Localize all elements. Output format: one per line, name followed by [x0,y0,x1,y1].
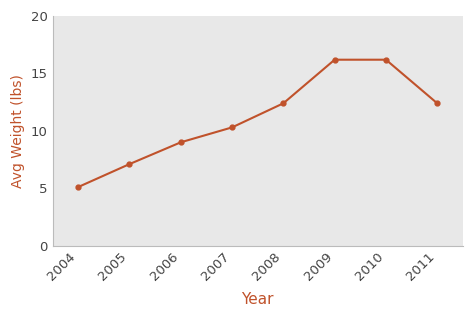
Y-axis label: Avg Weight (lbs): Avg Weight (lbs) [11,74,25,188]
X-axis label: Year: Year [241,292,274,307]
